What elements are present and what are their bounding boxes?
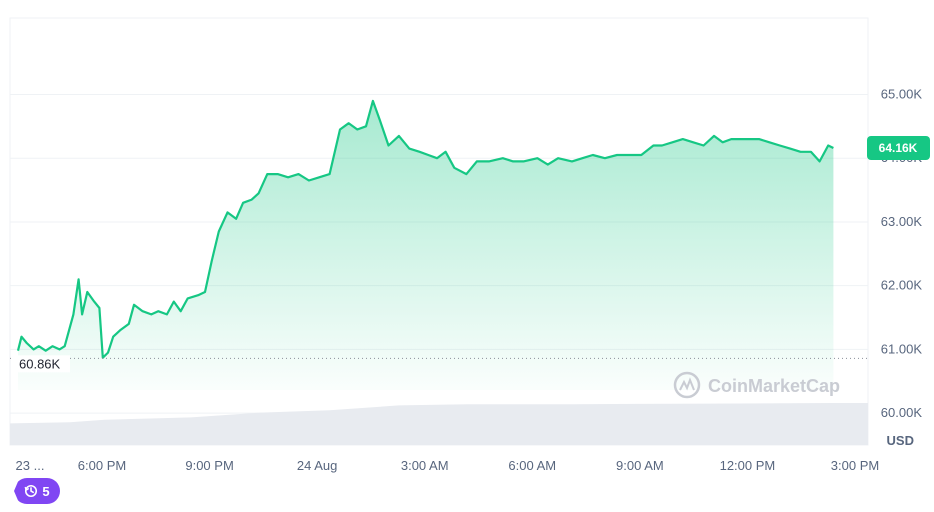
y-tick-label: 62.00K	[881, 278, 923, 293]
y-tick-label: 65.00K	[881, 86, 923, 101]
x-axis-ticks: 23 ... 6:00 PM 9:00 PM 24 Aug 3:00 AM 6:00 AM…	[16, 458, 880, 473]
y-tick-label: 60.00K	[881, 405, 923, 420]
open-price-label-background	[14, 355, 70, 373]
x-tick-label: 9:00 PM	[185, 458, 233, 473]
logo-mark-icon	[679, 377, 695, 391]
current-price-label: 64.16K	[879, 141, 918, 155]
x-tick-label: 3:00 AM	[401, 458, 449, 473]
watermark-text: CoinMarketCap	[708, 376, 840, 396]
watermark: CoinMarketCap	[673, 371, 840, 399]
x-tick-label: 9:00 AM	[616, 458, 664, 473]
price-area-fill	[18, 100, 834, 391]
history-clock-icon	[25, 484, 38, 498]
current-price-badge-background	[867, 136, 930, 161]
y-tick-label: 61.00K	[881, 341, 923, 356]
history-badge[interactable]: 5	[14, 478, 60, 504]
x-tick-label: 6:00 AM	[508, 458, 556, 473]
coinmarketcap-logo-icon	[673, 371, 701, 399]
currency-unit-label: USD	[887, 433, 914, 448]
x-tick-label: 24 Aug	[297, 458, 338, 473]
x-tick-label: 3:00 PM	[831, 458, 879, 473]
volume-area-shape	[10, 403, 868, 445]
price-line[interactable]	[16, 99, 834, 359]
volume-area	[10, 403, 868, 445]
y-tick-label: 63.00K	[881, 214, 923, 229]
current-price-badge: 64.16K	[867, 136, 930, 161]
history-badge-count: 5	[42, 483, 50, 499]
open-price-label: 60.86K	[19, 356, 61, 371]
x-tick-label: 23 ...	[16, 458, 45, 473]
x-tick-label: 6:00 PM	[78, 458, 126, 473]
x-tick-label: 12:00 PM	[720, 458, 776, 473]
